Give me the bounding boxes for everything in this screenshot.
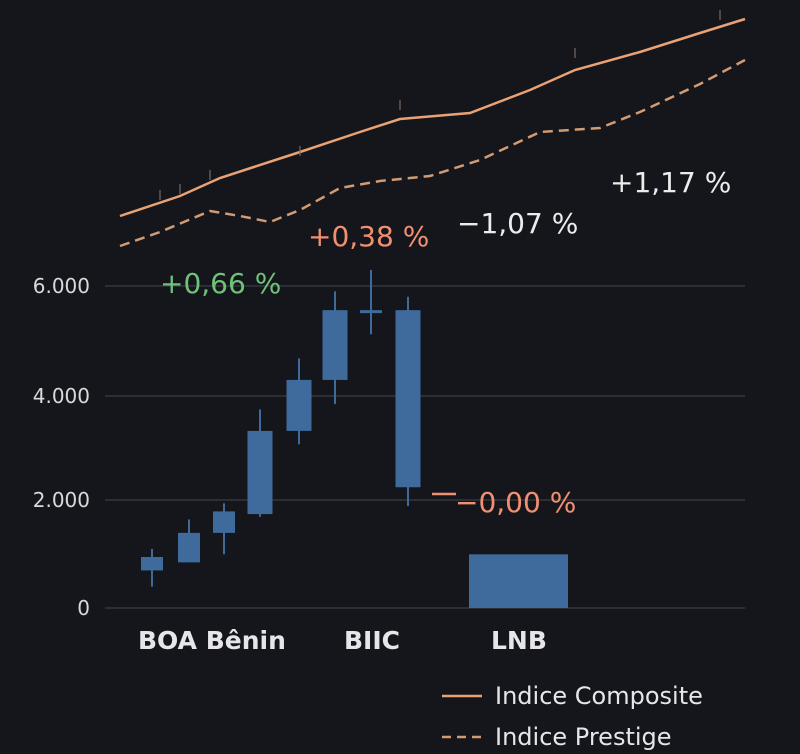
index-lines <box>119 10 746 248</box>
y-axis-ticks: 6.000 4.000 2.000 0 <box>33 274 90 620</box>
x-category-label: BOA Bênin <box>138 626 286 655</box>
x-category-label: LNB <box>491 626 547 655</box>
candle-body <box>395 310 421 488</box>
change-annotation: −0,00 % <box>455 486 576 519</box>
candlestick <box>178 519 200 563</box>
x-category-label: BIIC <box>344 626 400 655</box>
candle-body <box>141 557 163 571</box>
candlestick <box>247 409 273 517</box>
x-axis-categories: BOA Bênin BIIC LNB <box>138 626 547 655</box>
volume-bars <box>469 554 568 608</box>
legend: Indice Composite Indice Prestige <box>442 682 703 751</box>
candlestick <box>213 503 235 555</box>
legend-label: Indice Prestige <box>495 723 672 751</box>
change-annotation: −1,07 % <box>457 207 578 240</box>
candle-body <box>247 430 273 515</box>
candle-body <box>178 532 200 563</box>
candlestick <box>141 548 163 587</box>
y-tick-label: 6.000 <box>33 274 90 298</box>
candlestick <box>360 269 382 335</box>
y-tick-label: 0 <box>77 596 90 620</box>
prestige-index-line <box>119 58 746 248</box>
y-tick-label: 2.000 <box>33 488 90 512</box>
candle-body <box>286 379 312 431</box>
change-annotation: +0,66 % <box>160 267 281 300</box>
candlestick <box>286 358 312 445</box>
candle-body <box>360 310 382 314</box>
candle-body <box>213 511 235 533</box>
change-annotation: +1,17 % <box>610 166 731 199</box>
candlestick <box>395 296 421 507</box>
candlesticks <box>141 269 421 587</box>
candlestick <box>322 291 348 405</box>
y-tick-label: 4.000 <box>33 384 90 408</box>
change-annotation: +0,38 % <box>308 220 429 253</box>
bar-lnb <box>469 554 568 608</box>
composite-index-line <box>119 17 746 218</box>
legend-label: Indice Composite <box>495 682 703 710</box>
annotations: +0,66 % +0,38 % −1,07 % +1,17 % −0,00 % <box>160 166 731 519</box>
grid-lines <box>105 285 745 609</box>
candle-body <box>322 310 348 380</box>
